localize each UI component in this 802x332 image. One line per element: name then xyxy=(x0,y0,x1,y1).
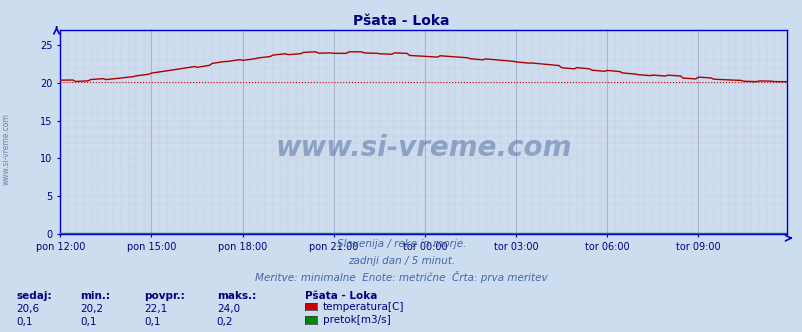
Text: Pšata - Loka: Pšata - Loka xyxy=(353,14,449,28)
Text: 20,2: 20,2 xyxy=(80,304,103,314)
Text: 0,1: 0,1 xyxy=(144,317,161,327)
Text: 0,1: 0,1 xyxy=(80,317,97,327)
Text: temperatura[C]: temperatura[C] xyxy=(322,302,403,312)
Text: 24,0: 24,0 xyxy=(217,304,240,314)
Text: pretok[m3/s]: pretok[m3/s] xyxy=(322,315,390,325)
Text: 22,1: 22,1 xyxy=(144,304,168,314)
Text: www.si-vreme.com: www.si-vreme.com xyxy=(2,114,11,185)
Text: 0,2: 0,2 xyxy=(217,317,233,327)
Text: 0,1: 0,1 xyxy=(16,317,33,327)
Text: www.si-vreme.com: www.si-vreme.com xyxy=(275,134,571,162)
Text: Slovenija / reke in morje.: Slovenija / reke in morje. xyxy=(336,239,466,249)
Text: Meritve: minimalne  Enote: metrične  Črta: prva meritev: Meritve: minimalne Enote: metrične Črta:… xyxy=(255,271,547,283)
Text: povpr.:: povpr.: xyxy=(144,291,185,301)
Text: sedaj:: sedaj: xyxy=(16,291,51,301)
Text: min.:: min.: xyxy=(80,291,110,301)
Text: Pšata - Loka: Pšata - Loka xyxy=(305,291,377,301)
Text: zadnji dan / 5 minut.: zadnji dan / 5 minut. xyxy=(347,256,455,266)
Text: 20,6: 20,6 xyxy=(16,304,39,314)
Text: maks.:: maks.: xyxy=(217,291,256,301)
